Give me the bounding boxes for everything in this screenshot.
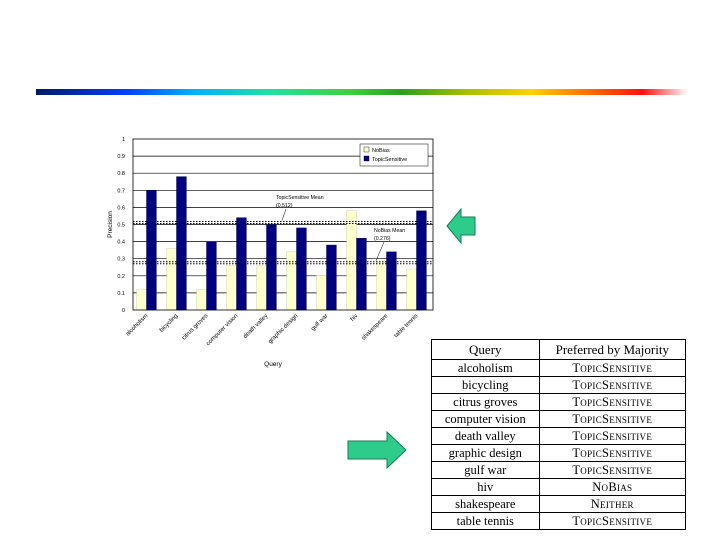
x-tick-label: hiv: [350, 313, 360, 323]
legend-label-topicsensitive: TopicSensitive: [372, 157, 407, 163]
preferred-cell: TopicSensitive: [538, 444, 687, 462]
table-row: gulf war TopicSensitive: [431, 461, 687, 479]
table-row: hiv NoBias: [431, 478, 687, 496]
preferred-cell: TopicSensitive: [538, 512, 687, 530]
bar-nobias-alcoholism: [136, 289, 147, 311]
y-tick-label: 0.5: [117, 223, 125, 229]
legend-box: [359, 143, 429, 167]
y-tick-label: 0.1: [117, 291, 125, 297]
y-tick-label: 0.9: [117, 154, 125, 160]
precision-bar-chart: 0 0.1 0.2 0.3 0.4 0.5 0.6 0.7 0.8 0.9 1 alcoholism…: [107, 137, 434, 368]
preference-table: Query Preferred by Majority alcoholism To…: [431, 339, 687, 530]
bar-nobias-citrus-groves: [196, 289, 207, 311]
nobias-mean-value: (0.276): [374, 236, 391, 242]
x-tick-label: gulf war: [310, 313, 329, 332]
query-cell: shakespeare: [431, 495, 540, 513]
table-row: computer vision TopicSensitive: [431, 410, 687, 428]
chart-y-ticks: 0 0.1 0.2 0.3 0.4 0.5 0.6 0.7 0.8 0.9 1: [117, 137, 125, 314]
bar-topicsensitive-graphic-design: [296, 227, 307, 311]
x-tick-label: death valley: [243, 313, 270, 340]
table-header-query: Query: [431, 339, 540, 360]
preferred-cell: Neither: [538, 495, 687, 513]
bar-topicsensitive-citrus-groves: [206, 241, 217, 311]
query-cell: computer vision: [431, 410, 540, 428]
bar-topicsensitive-death-valley: [266, 224, 277, 311]
x-tick-label: citrus groves: [181, 313, 209, 341]
bar-topicsensitive-hiv: [356, 237, 367, 311]
x-tick-label: computer vision: [205, 313, 239, 347]
rainbow-divider: [36, 89, 688, 95]
chart-bars: [136, 176, 427, 311]
y-tick-label: 0.6: [117, 205, 125, 211]
legend-label-nobias: NoBias: [372, 148, 390, 154]
legend-swatch-topicsensitive: [363, 155, 370, 162]
table-row: shakespeare Neither: [431, 495, 687, 513]
table-row: alcoholism TopicSensitive: [431, 359, 687, 377]
x-tick-label: graphic design: [268, 313, 300, 345]
chart-mean-lines: [133, 220, 433, 265]
table-row: bicycling TopicSensitive: [431, 376, 687, 394]
x-tick-label: alcoholism: [125, 313, 149, 337]
query-cell: gulf war: [431, 461, 540, 479]
bar-nobias-hiv: [346, 210, 357, 311]
chart-annotations: TopicSensitive Mean (0.512) NoBias Mean (0.…: [276, 195, 405, 261]
table-row: death valley TopicSensitive: [431, 427, 687, 445]
query-cell: graphic design: [431, 444, 540, 462]
query-cell: alcoholism: [431, 359, 540, 377]
bar-topicsensitive-shakespeare: [386, 251, 397, 311]
bar-topicsensitive-bicycling: [176, 176, 187, 311]
topicsensitive-mean-label: TopicSensitive Mean: [276, 195, 324, 201]
legend-swatch-nobias: [363, 146, 370, 153]
right-arrow-icon: [347, 431, 407, 469]
bar-topicsensitive-gulf-war: [326, 244, 337, 311]
y-tick-label: 1: [122, 137, 125, 143]
bar-nobias-death-valley: [256, 265, 267, 311]
x-tick-label: shakespeare: [361, 313, 390, 342]
x-axis-label: Query: [264, 361, 282, 368]
table-row: graphic design TopicSensitive: [431, 444, 687, 462]
table-row: citrus groves TopicSensitive: [431, 393, 687, 411]
preferred-cell: TopicSensitive: [538, 461, 687, 479]
y-tick-label: 0.3: [117, 257, 125, 263]
table-header-preferred: Preferred by Majority: [538, 339, 687, 360]
preferred-cell: TopicSensitive: [538, 393, 687, 411]
y-tick-label: 0.7: [117, 188, 125, 194]
query-cell: citrus groves: [431, 393, 540, 411]
bar-topicsensitive-table-tennis: [416, 210, 427, 311]
preferred-cell: NoBias: [538, 478, 687, 496]
y-tick-label: 0.2: [117, 274, 125, 280]
bar-nobias-graphic-design: [286, 251, 297, 311]
query-cell: table tennis: [431, 512, 540, 530]
preferred-cell: TopicSensitive: [538, 376, 687, 394]
plot-frame: [132, 138, 434, 311]
y-tick-label: 0: [122, 308, 125, 314]
y-tick-label: 0.4: [117, 240, 125, 246]
x-tick-label: table tennis: [393, 313, 419, 339]
preferred-cell: TopicSensitive: [538, 427, 687, 445]
y-tick-label: 0.8: [117, 171, 125, 177]
bar-nobias-gulf-war: [316, 275, 327, 311]
table-row: table tennis TopicSensitive: [431, 512, 687, 530]
nobias-mean-pointer: [375, 241, 385, 261]
query-cell: bicycling: [431, 376, 540, 394]
query-cell: hiv: [431, 478, 540, 496]
bar-nobias-shakespeare: [376, 261, 387, 311]
x-tick-label: bicycling: [159, 313, 180, 334]
chart-legend: NoBias TopicSensitive: [359, 143, 429, 167]
chart-x-ticks: alcoholism bicycling citrus grovescomputer…: [125, 313, 419, 347]
bar-nobias-bicycling: [166, 248, 177, 311]
bar-topicsensitive-alcoholism: [146, 190, 157, 311]
bar-nobias-computer-vision: [226, 265, 237, 311]
topicsensitive-mean-pointer: [281, 208, 287, 221]
nobias-mean-label: NoBias Mean: [374, 228, 405, 234]
topicsensitive-mean-value: (0.512): [276, 203, 293, 209]
preferred-cell: TopicSensitive: [538, 410, 687, 428]
query-cell: death valley: [431, 427, 540, 445]
bar-nobias-table-tennis: [406, 268, 417, 311]
y-axis-label: Precision: [107, 211, 114, 238]
left-arrow-icon: [446, 208, 476, 244]
preferred-cell: TopicSensitive: [538, 359, 687, 377]
